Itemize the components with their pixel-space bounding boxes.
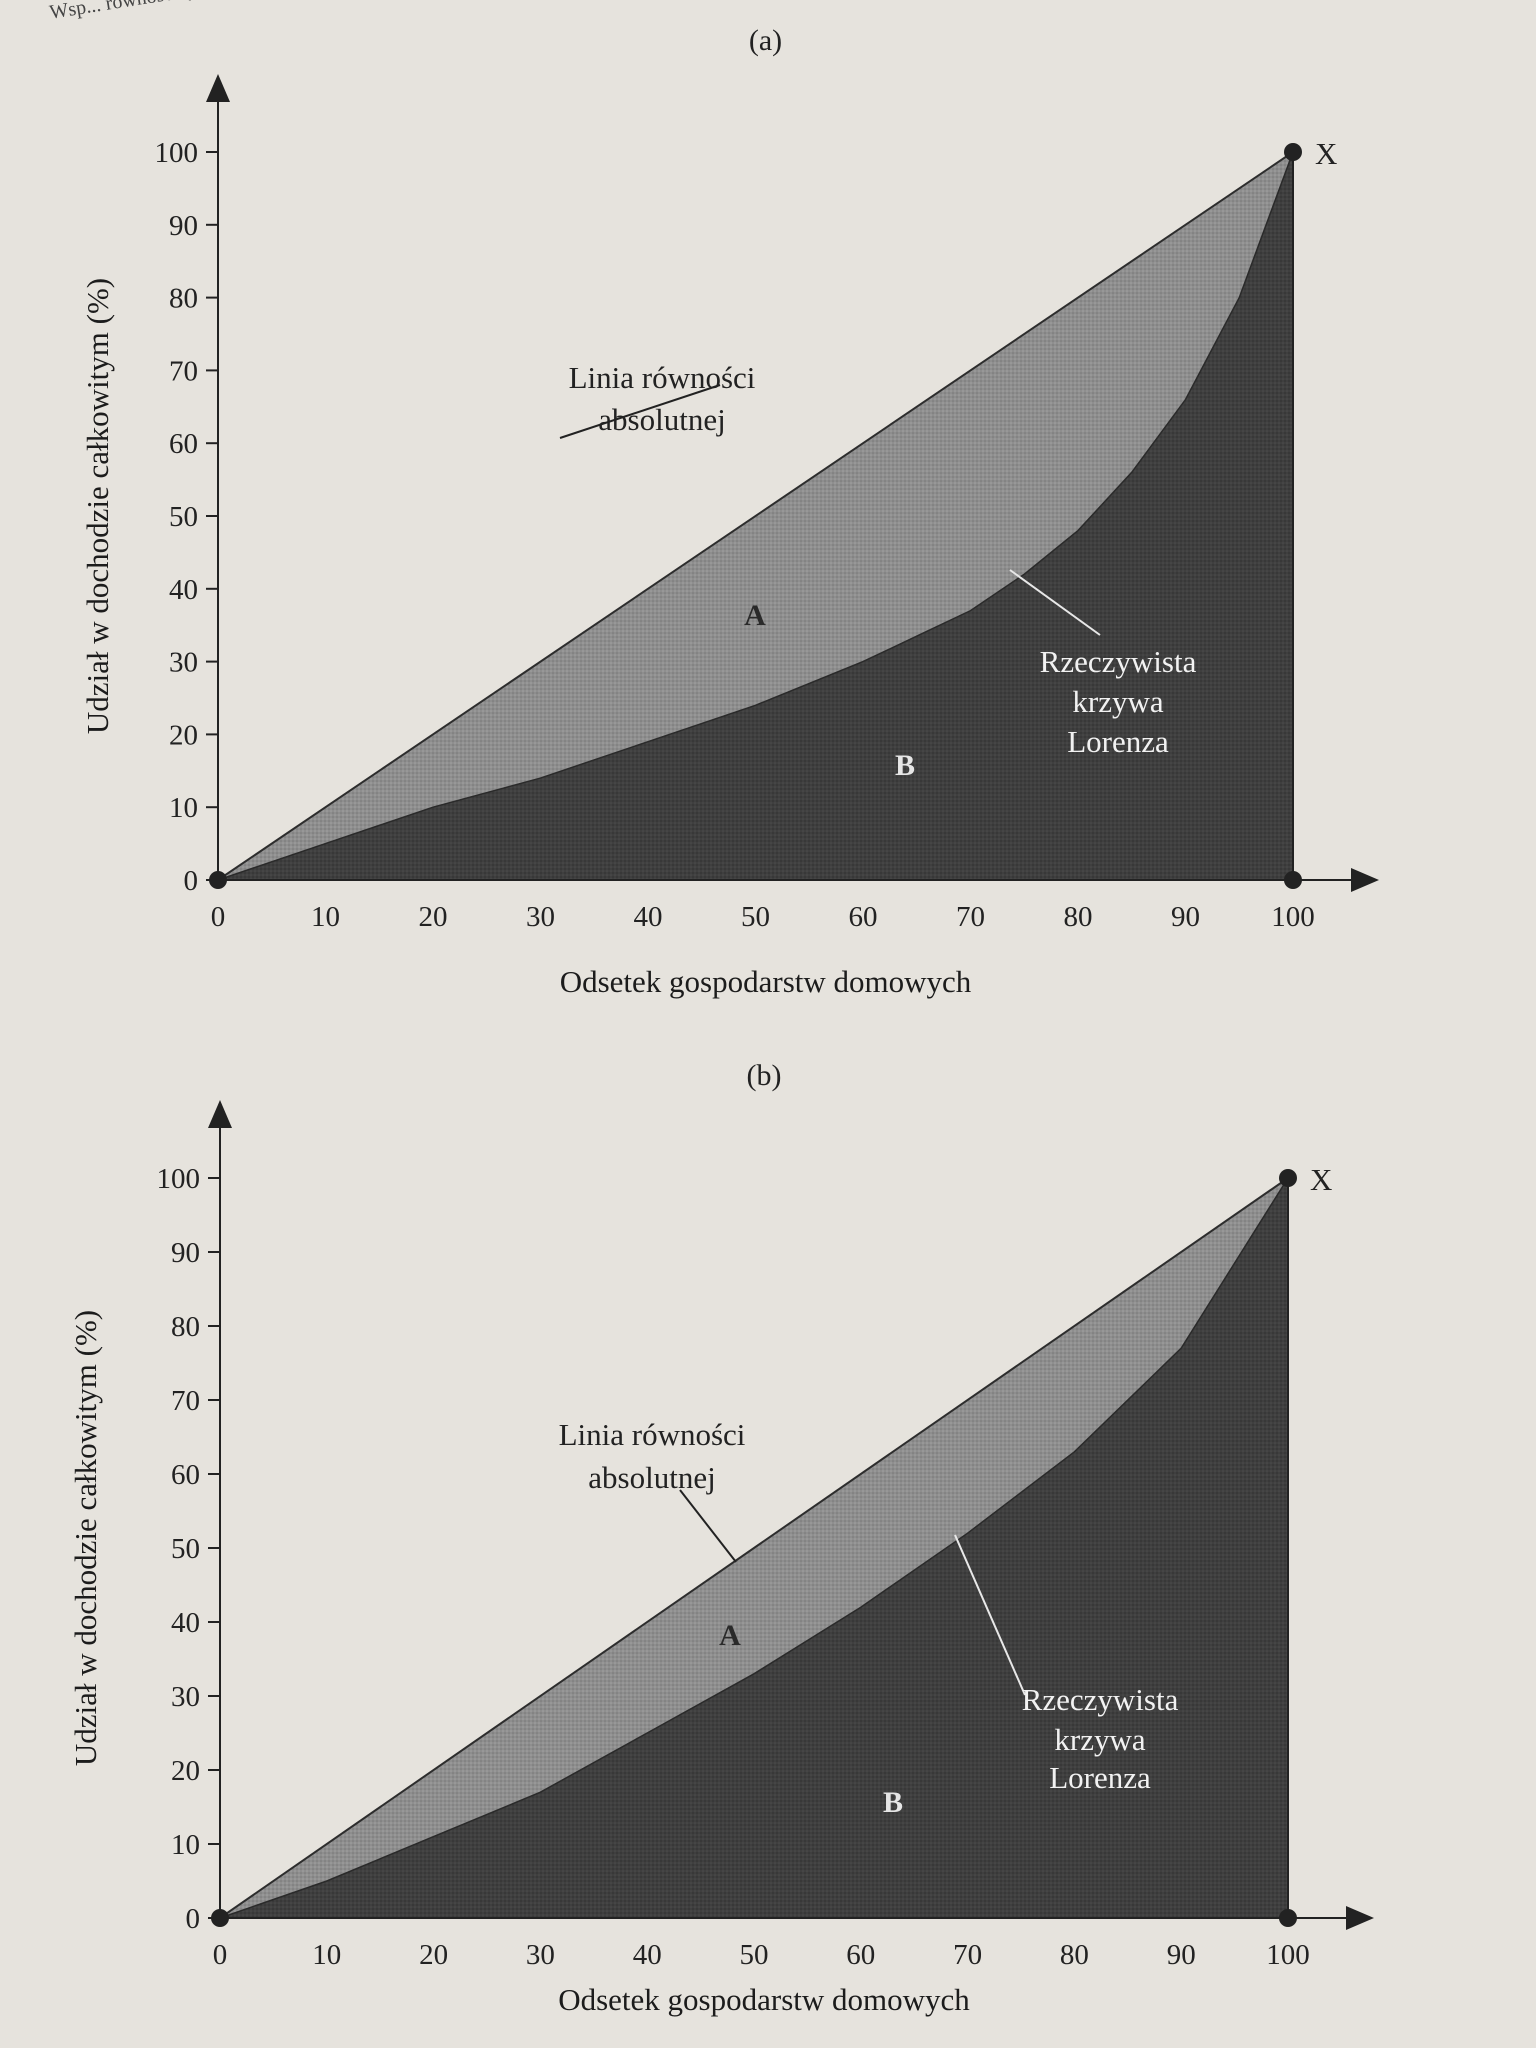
x-tick-label: 0 (211, 901, 226, 933)
x-tick-label: 20 (419, 1939, 448, 1971)
y-tick-label: 40 (169, 574, 198, 606)
x-tick-label: 60 (849, 901, 878, 933)
panel-label: (b) (747, 1059, 782, 1092)
equality-line-label-2: absolutnej (598, 402, 725, 437)
equality-line (219, 1177, 1289, 1919)
lorenz-label-3: Lorenza (1049, 1760, 1151, 1795)
region-a-label: A (744, 599, 766, 632)
region-b-label: B (883, 1786, 903, 1819)
x-tick-label: 90 (1171, 901, 1200, 933)
lorenz-leader-line (1009, 569, 1101, 636)
lorenz-label-2: krzywa (1072, 684, 1163, 719)
y-tick-label: 80 (171, 1311, 200, 1343)
equality-line-label-1: Linia równości (569, 360, 756, 395)
region-b-area (220, 1178, 1288, 1918)
equality-line (217, 151, 1294, 881)
y-tick-label: 80 (169, 283, 198, 315)
x-axis-title: Odsetek gospodarstw domowych (558, 1982, 970, 2017)
y-tick-label: 60 (171, 1459, 200, 1491)
region-b-area (218, 152, 1293, 880)
y-axis-title: Udział w dochodzie całkowitym (%) (68, 1310, 103, 1766)
x-tick-label: 80 (1064, 901, 1093, 933)
x-tick-label: 50 (741, 901, 770, 933)
y-tick-label: 20 (171, 1755, 200, 1787)
y-tick-label: 0 (186, 1903, 201, 1935)
equality-line-label-1: Linia równości (559, 1417, 746, 1452)
lorenz-label-3: Lorenza (1067, 724, 1169, 759)
x-tick-label: 70 (953, 1939, 982, 1971)
y-tick-label: 20 (169, 719, 198, 751)
y-tick-label: 90 (171, 1237, 200, 1269)
y-axis-title: Udział w dochodzie całkowitym (%) (80, 278, 115, 734)
x-tick-label: 100 (1266, 1939, 1310, 1971)
y-tick-label: 70 (171, 1385, 200, 1417)
y-tick-label: 60 (169, 428, 198, 460)
origin-point (209, 871, 227, 889)
x-tick-label: 10 (312, 1939, 341, 1971)
point-x-label: X (1315, 136, 1337, 171)
y-tick-label: 90 (169, 210, 198, 242)
y-tick-label: 30 (169, 647, 198, 679)
x-tick-label: 90 (1167, 1939, 1196, 1971)
x-tick-label: 40 (634, 901, 663, 933)
y-tick-label: 50 (169, 501, 198, 533)
y-axis-arrow (206, 74, 230, 102)
lorenz-curve-line (219, 1177, 1289, 1919)
panel-a: (a) 0 10 20 30 40 50 60 70 80 90 100 0 10 20 30 40 50 60 70… (80, 24, 1379, 999)
x-tick-label: 50 (740, 1939, 769, 1971)
panel-b: (b) 0 10 20 30 40 50 60 70 80 90 100 0 10 20 30 40 50 60 70… (68, 1059, 1374, 2017)
x-tick-label: 80 (1060, 1939, 1089, 1971)
region-b-label: B (895, 749, 915, 782)
x-axis-arrow (1346, 1906, 1374, 1930)
x-axis-arrow (1351, 868, 1379, 892)
point-x (1284, 143, 1302, 161)
lorenz-leader-line (954, 1534, 1026, 1696)
y-tick-label: 40 (171, 1607, 200, 1639)
lorenz-label-1: Rzeczywista (1040, 644, 1197, 679)
x-tick-label: 70 (956, 901, 985, 933)
y-tick-label: 100 (155, 137, 199, 169)
x-tick-label: 100 (1271, 901, 1315, 933)
point-x (1279, 1169, 1297, 1187)
y-tick-label: 70 (169, 355, 198, 387)
panel-label: (a) (749, 24, 782, 57)
equality-leader-line (559, 384, 721, 439)
x-tick-label: 40 (633, 1939, 662, 1971)
x-tick-label: 60 (846, 1939, 875, 1971)
corner-point (1279, 1909, 1297, 1927)
x-tick-label: 30 (526, 1939, 555, 1971)
lorenz-curve-line (217, 151, 1294, 881)
point-x-label: X (1310, 1162, 1332, 1197)
y-tick-label: 50 (171, 1533, 200, 1565)
lorenz-label-2: krzywa (1054, 1722, 1145, 1757)
corner-point (1284, 871, 1302, 889)
y-tick-label: 10 (171, 1829, 200, 1861)
y-tick-label: 0 (184, 865, 199, 897)
y-tick-label: 30 (171, 1681, 200, 1713)
y-tick-label: 100 (157, 1163, 201, 1195)
x-tick-label: 0 (213, 1939, 228, 1971)
lorenz-label-1: Rzeczywista (1022, 1682, 1179, 1717)
y-axis-arrow (208, 1100, 232, 1128)
origin-point (211, 1909, 229, 1927)
x-tick-label: 20 (419, 901, 448, 933)
region-a-label: A (719, 1619, 741, 1652)
equality-line-label-2: absolutnej (588, 1460, 715, 1495)
x-axis-title: Odsetek gospodarstw domowych (560, 964, 972, 999)
y-tick-label: 10 (169, 792, 198, 824)
equality-leader-line (679, 1489, 737, 1563)
x-tick-label: 30 (526, 901, 555, 933)
x-tick-label: 10 (311, 901, 340, 933)
